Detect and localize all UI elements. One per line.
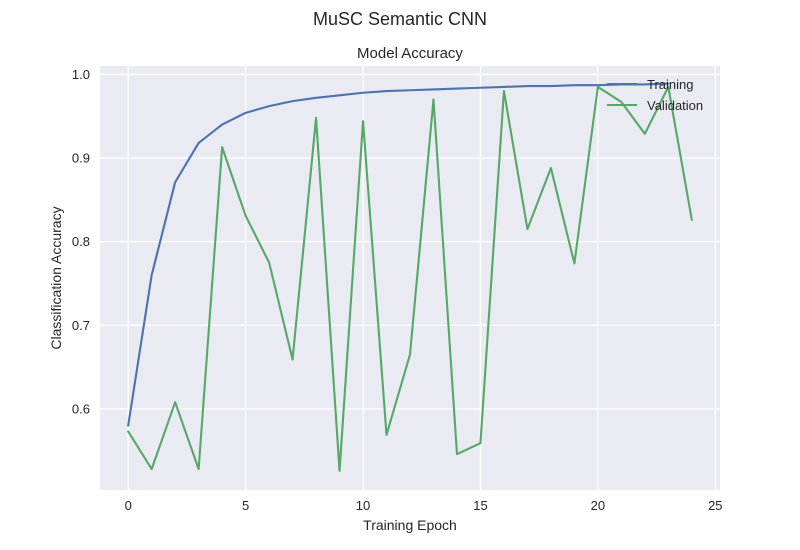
y-tick-label: 0.7 xyxy=(72,318,90,333)
plot-area xyxy=(100,66,720,490)
y-tick-label: 0.9 xyxy=(72,150,90,165)
x-tick-label: 15 xyxy=(473,498,487,513)
x-axis-label: Training Epoch xyxy=(363,517,457,533)
y-tick-label: 1.0 xyxy=(72,67,90,82)
y-tick-label: 0.8 xyxy=(72,234,90,249)
y-axis-label: Classification Accuracy xyxy=(48,206,64,349)
x-tick-label: 10 xyxy=(356,498,370,513)
x-tick-label: 25 xyxy=(708,498,722,513)
y-tick-label: 0.6 xyxy=(72,401,90,416)
x-tick-label: 5 xyxy=(242,498,249,513)
chart-suptitle: MuSC Semantic CNN xyxy=(313,9,487,29)
legend-training-label: Training xyxy=(647,77,693,92)
x-tick-label: 20 xyxy=(591,498,605,513)
tick-layer: 0 5 10 15 20 25 0.6 0.7 0.8 0.9 1.0 xyxy=(72,67,723,513)
series-layer xyxy=(127,82,693,472)
legend: Training Validation xyxy=(607,77,703,113)
validation-series-line xyxy=(127,85,693,472)
legend-validation-label: Validation xyxy=(647,98,703,113)
x-tick-label: 0 xyxy=(125,498,132,513)
training-series-line xyxy=(127,82,670,427)
chart-title: Model Accuracy xyxy=(357,45,463,62)
